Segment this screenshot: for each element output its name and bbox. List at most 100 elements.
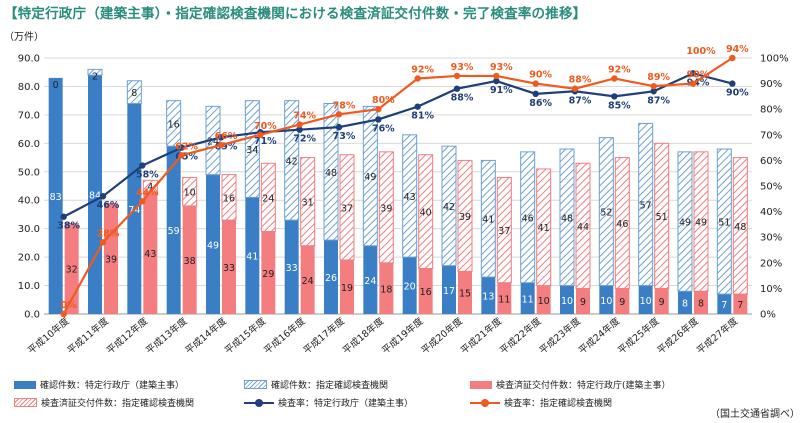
bar-cert-gov xyxy=(536,285,551,314)
gov-rate-line xyxy=(63,72,733,218)
bar-cert-agency xyxy=(693,151,709,292)
bar-label: 9 xyxy=(659,297,665,308)
bar-confirm-agency xyxy=(598,137,614,287)
y-left-axis: 0.0 10.0 20.0 30.0 40.0 50.0 60.0 70.0 80.0 90.0 xyxy=(18,54,40,321)
agency-rate-point xyxy=(414,75,421,82)
bar-label: 52 xyxy=(600,208,612,219)
bar-label: 84 xyxy=(89,191,101,202)
y-right-tick-label: 40% xyxy=(760,207,782,218)
agency-rate-point xyxy=(99,239,107,246)
bar-cert-agency xyxy=(418,154,434,269)
bar-cert-gov xyxy=(576,288,590,314)
bar-label: 7 xyxy=(721,300,727,311)
bar-cert-agency xyxy=(339,154,355,261)
bar-cert-agency xyxy=(260,162,276,233)
agency-rate-label: 62% xyxy=(175,141,198,152)
bar-confirm-agency xyxy=(362,105,378,247)
x-tick-label: 平成13年度 xyxy=(144,315,190,357)
x-tick-label: 平成18年度 xyxy=(340,315,386,357)
legend-label: 確認件数：指定確認検査機関 xyxy=(271,381,389,391)
legend-swatch-pink-solid xyxy=(470,380,492,389)
gov-rate-label: 69% xyxy=(215,141,238,152)
rate-lines: 38% 46% 58% 65% 69% 71% 72% 73% 76% 81% 88% 91% 86% 8… xyxy=(57,44,749,318)
x-tick-label: 平成11年度 xyxy=(65,315,111,357)
gov-rate-point xyxy=(99,193,107,200)
bar-cert-agency xyxy=(496,176,512,284)
bar-label: 31 xyxy=(302,198,314,209)
x-tick-label: 平成15年度 xyxy=(222,315,268,357)
gov-rate-label: 86% xyxy=(529,98,552,109)
bar-label: 10 xyxy=(561,296,573,307)
bar-cert-agency xyxy=(221,174,237,221)
bar-label: 24 xyxy=(364,276,376,287)
y-right-tick-label: 30% xyxy=(760,233,782,244)
legend-label: 検査済証交付件数：特定行政庁(建築主事） xyxy=(496,381,671,391)
gov-rate-point xyxy=(689,70,697,77)
y-left-tick-label: 90.0 xyxy=(18,54,40,65)
gov-rate-point xyxy=(217,134,225,141)
gov-rate-label: 81% xyxy=(411,111,434,122)
y-left-tick-label: 0.0 xyxy=(24,310,40,321)
bar-confirm-gov xyxy=(166,146,181,314)
agency-rate-point xyxy=(257,131,264,138)
bar-confirm-gov xyxy=(324,240,338,314)
bar-cert-agency xyxy=(575,162,591,289)
bar-cert-agency xyxy=(732,157,748,295)
x-tick-label: 平成22年度 xyxy=(498,315,544,357)
gov-rate-point xyxy=(650,88,657,95)
bar-label: 39 xyxy=(105,255,117,266)
bar-cert-gov xyxy=(654,288,669,314)
bar-cert-agency xyxy=(457,159,473,272)
gov-rate-label: 91% xyxy=(490,85,513,96)
bar-label: 46 xyxy=(616,219,628,230)
y-right-tick-label: 0% xyxy=(760,310,776,321)
legend-label: 検査率：特定行政庁（建築主事） xyxy=(278,399,414,409)
x-tick-label: 平成12年度 xyxy=(104,315,150,357)
gov-rate-point xyxy=(178,144,185,151)
bar-label: 9 xyxy=(619,297,625,308)
legend-item-pink-hatch: 検査済証交付件数：指定確認検査機関 xyxy=(14,396,194,409)
gov-rate-label: 87% xyxy=(647,95,670,106)
legend-swatch-blue-hatch xyxy=(244,380,267,389)
bar-confirm-agency xyxy=(166,100,182,147)
bar-cert-agency xyxy=(378,151,394,264)
bar-label: 11 xyxy=(498,294,510,305)
bar-confirm-agency xyxy=(244,100,260,198)
bar-label: 0 xyxy=(53,80,59,91)
bar-cert-gov xyxy=(143,191,158,314)
bar-label: 37 xyxy=(341,203,353,214)
y-right-tick-label: 70% xyxy=(760,130,782,141)
y-right-tick-label: 20% xyxy=(760,258,782,269)
bar-label: 42 xyxy=(286,156,298,167)
gov-rate-label: 72% xyxy=(293,134,316,145)
bar-label: 41 xyxy=(538,223,550,234)
gov-rate-label: 46% xyxy=(97,200,120,211)
agency-rate-line xyxy=(62,57,733,315)
bar-label: 44 xyxy=(577,222,589,233)
agency-rate-label: 0% xyxy=(61,300,78,311)
bar-label: 10 xyxy=(600,296,612,307)
gov-rate-point xyxy=(375,116,382,123)
x-tick-label: 平成21年度 xyxy=(458,315,504,357)
bar-label: 83 xyxy=(50,192,62,203)
gov-rate-label: 76% xyxy=(372,123,395,134)
bar-cert-gov xyxy=(222,220,236,314)
gov-rate-point xyxy=(611,93,618,100)
bar-cert-gov xyxy=(261,231,276,314)
bar-label: 41 xyxy=(482,215,494,226)
gov-rate-label: 58% xyxy=(136,170,159,181)
y-left-axis-label: （万件） xyxy=(4,31,44,43)
bar-confirm-agency xyxy=(559,148,575,287)
legend-swatch-navy-line xyxy=(244,398,274,407)
bar-label: 29 xyxy=(262,269,274,280)
x-tick-label: 平成23年度 xyxy=(537,315,583,357)
bar-label: 51 xyxy=(718,218,730,229)
x-tick-label: 平成17年度 xyxy=(301,315,347,357)
bar-confirm-gov xyxy=(520,282,535,314)
y-left-tick-label: 60.0 xyxy=(18,139,40,150)
agency-rate-point xyxy=(729,54,736,62)
x-tick-label: 平成27年度 xyxy=(694,315,740,357)
agency-rate-point xyxy=(689,80,697,87)
legend: 確認件数：特定行政庁（建築主事） 確認件数：指定確認検査機関 検査済証交付件数：… xyxy=(0,374,806,414)
bar-label: 57 xyxy=(640,200,652,211)
